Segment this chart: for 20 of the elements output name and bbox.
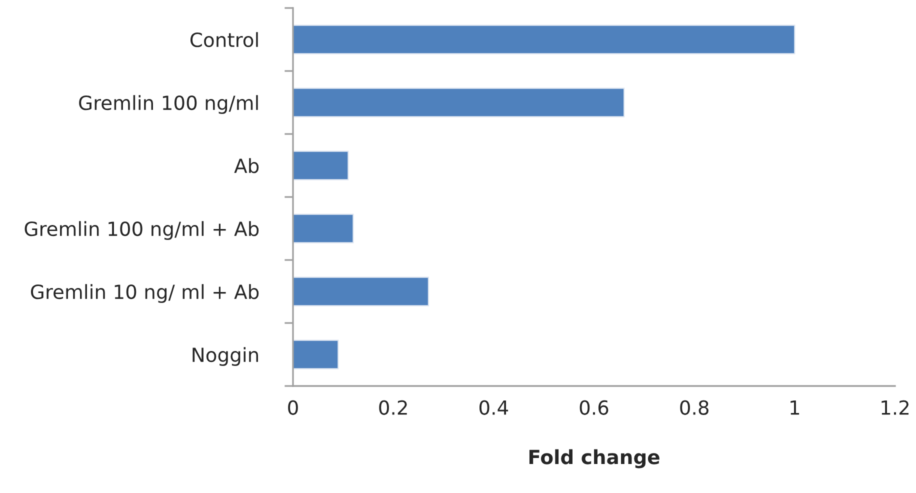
bar xyxy=(293,24,796,54)
y-tick-label: Noggin xyxy=(192,347,258,366)
x-tick-label: 1.2 xyxy=(882,400,909,415)
x-axis-title: Fold change xyxy=(529,449,660,468)
y-tick-label: Control xyxy=(190,32,258,48)
x-tick-label: 0.8 xyxy=(680,400,708,415)
bar xyxy=(293,340,339,370)
x-tick-label: 0 xyxy=(288,400,298,415)
bar xyxy=(293,150,349,180)
x-tick-label: 1 xyxy=(790,400,800,415)
x-tick-label: 0.6 xyxy=(580,400,608,415)
bar xyxy=(293,276,430,306)
bar xyxy=(293,88,625,118)
bar xyxy=(293,214,354,244)
y-tick-label: Gremlin 10 ng/ ml + Ab xyxy=(30,284,259,303)
y-tick-label: Ab xyxy=(234,158,259,174)
x-tick-label: 0.2 xyxy=(379,400,407,415)
y-tick-label: Gremlin 100 ng/ml xyxy=(79,95,258,114)
x-tick-label: 0.4 xyxy=(479,400,508,415)
y-tick-label: Gremlin 100 ng/ml + Ab xyxy=(24,221,259,240)
